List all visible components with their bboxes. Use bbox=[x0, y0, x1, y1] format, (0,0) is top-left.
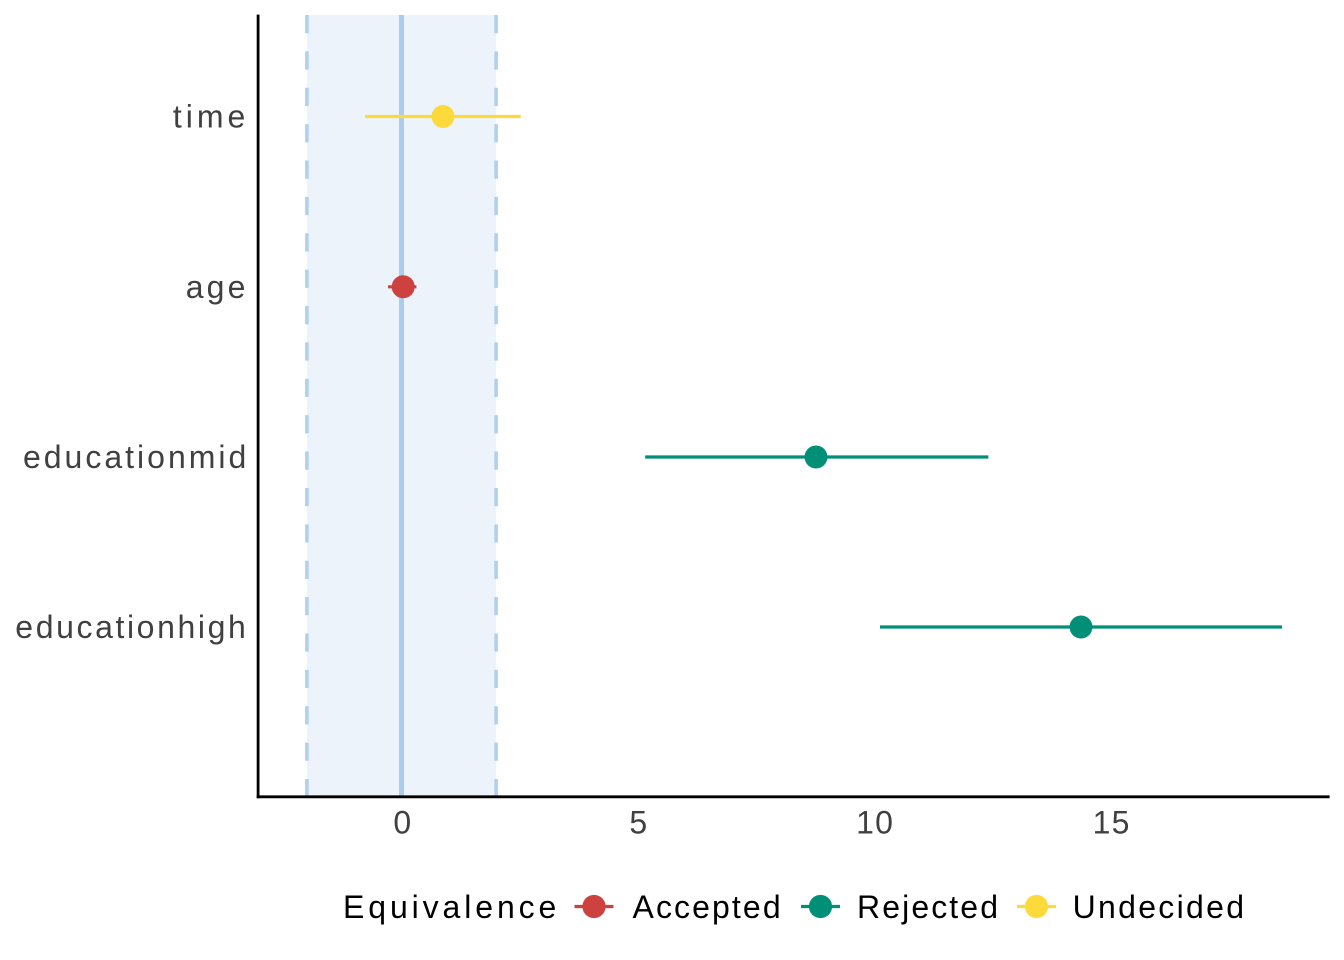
svg-text:educationmid: educationmid bbox=[23, 439, 249, 475]
svg-text:15: 15 bbox=[1093, 805, 1131, 841]
svg-text:5: 5 bbox=[629, 805, 647, 841]
svg-text:0: 0 bbox=[393, 805, 411, 841]
svg-text:educationhigh: educationhigh bbox=[15, 609, 248, 645]
svg-text:age: age bbox=[186, 269, 249, 305]
svg-text:Rejected: Rejected bbox=[857, 889, 1000, 925]
svg-text:Accepted: Accepted bbox=[633, 889, 783, 925]
svg-text:Undecided: Undecided bbox=[1073, 889, 1247, 925]
svg-text:10: 10 bbox=[856, 805, 894, 841]
svg-text:Equivalence: Equivalence bbox=[343, 889, 560, 925]
svg-text:time: time bbox=[173, 99, 249, 135]
